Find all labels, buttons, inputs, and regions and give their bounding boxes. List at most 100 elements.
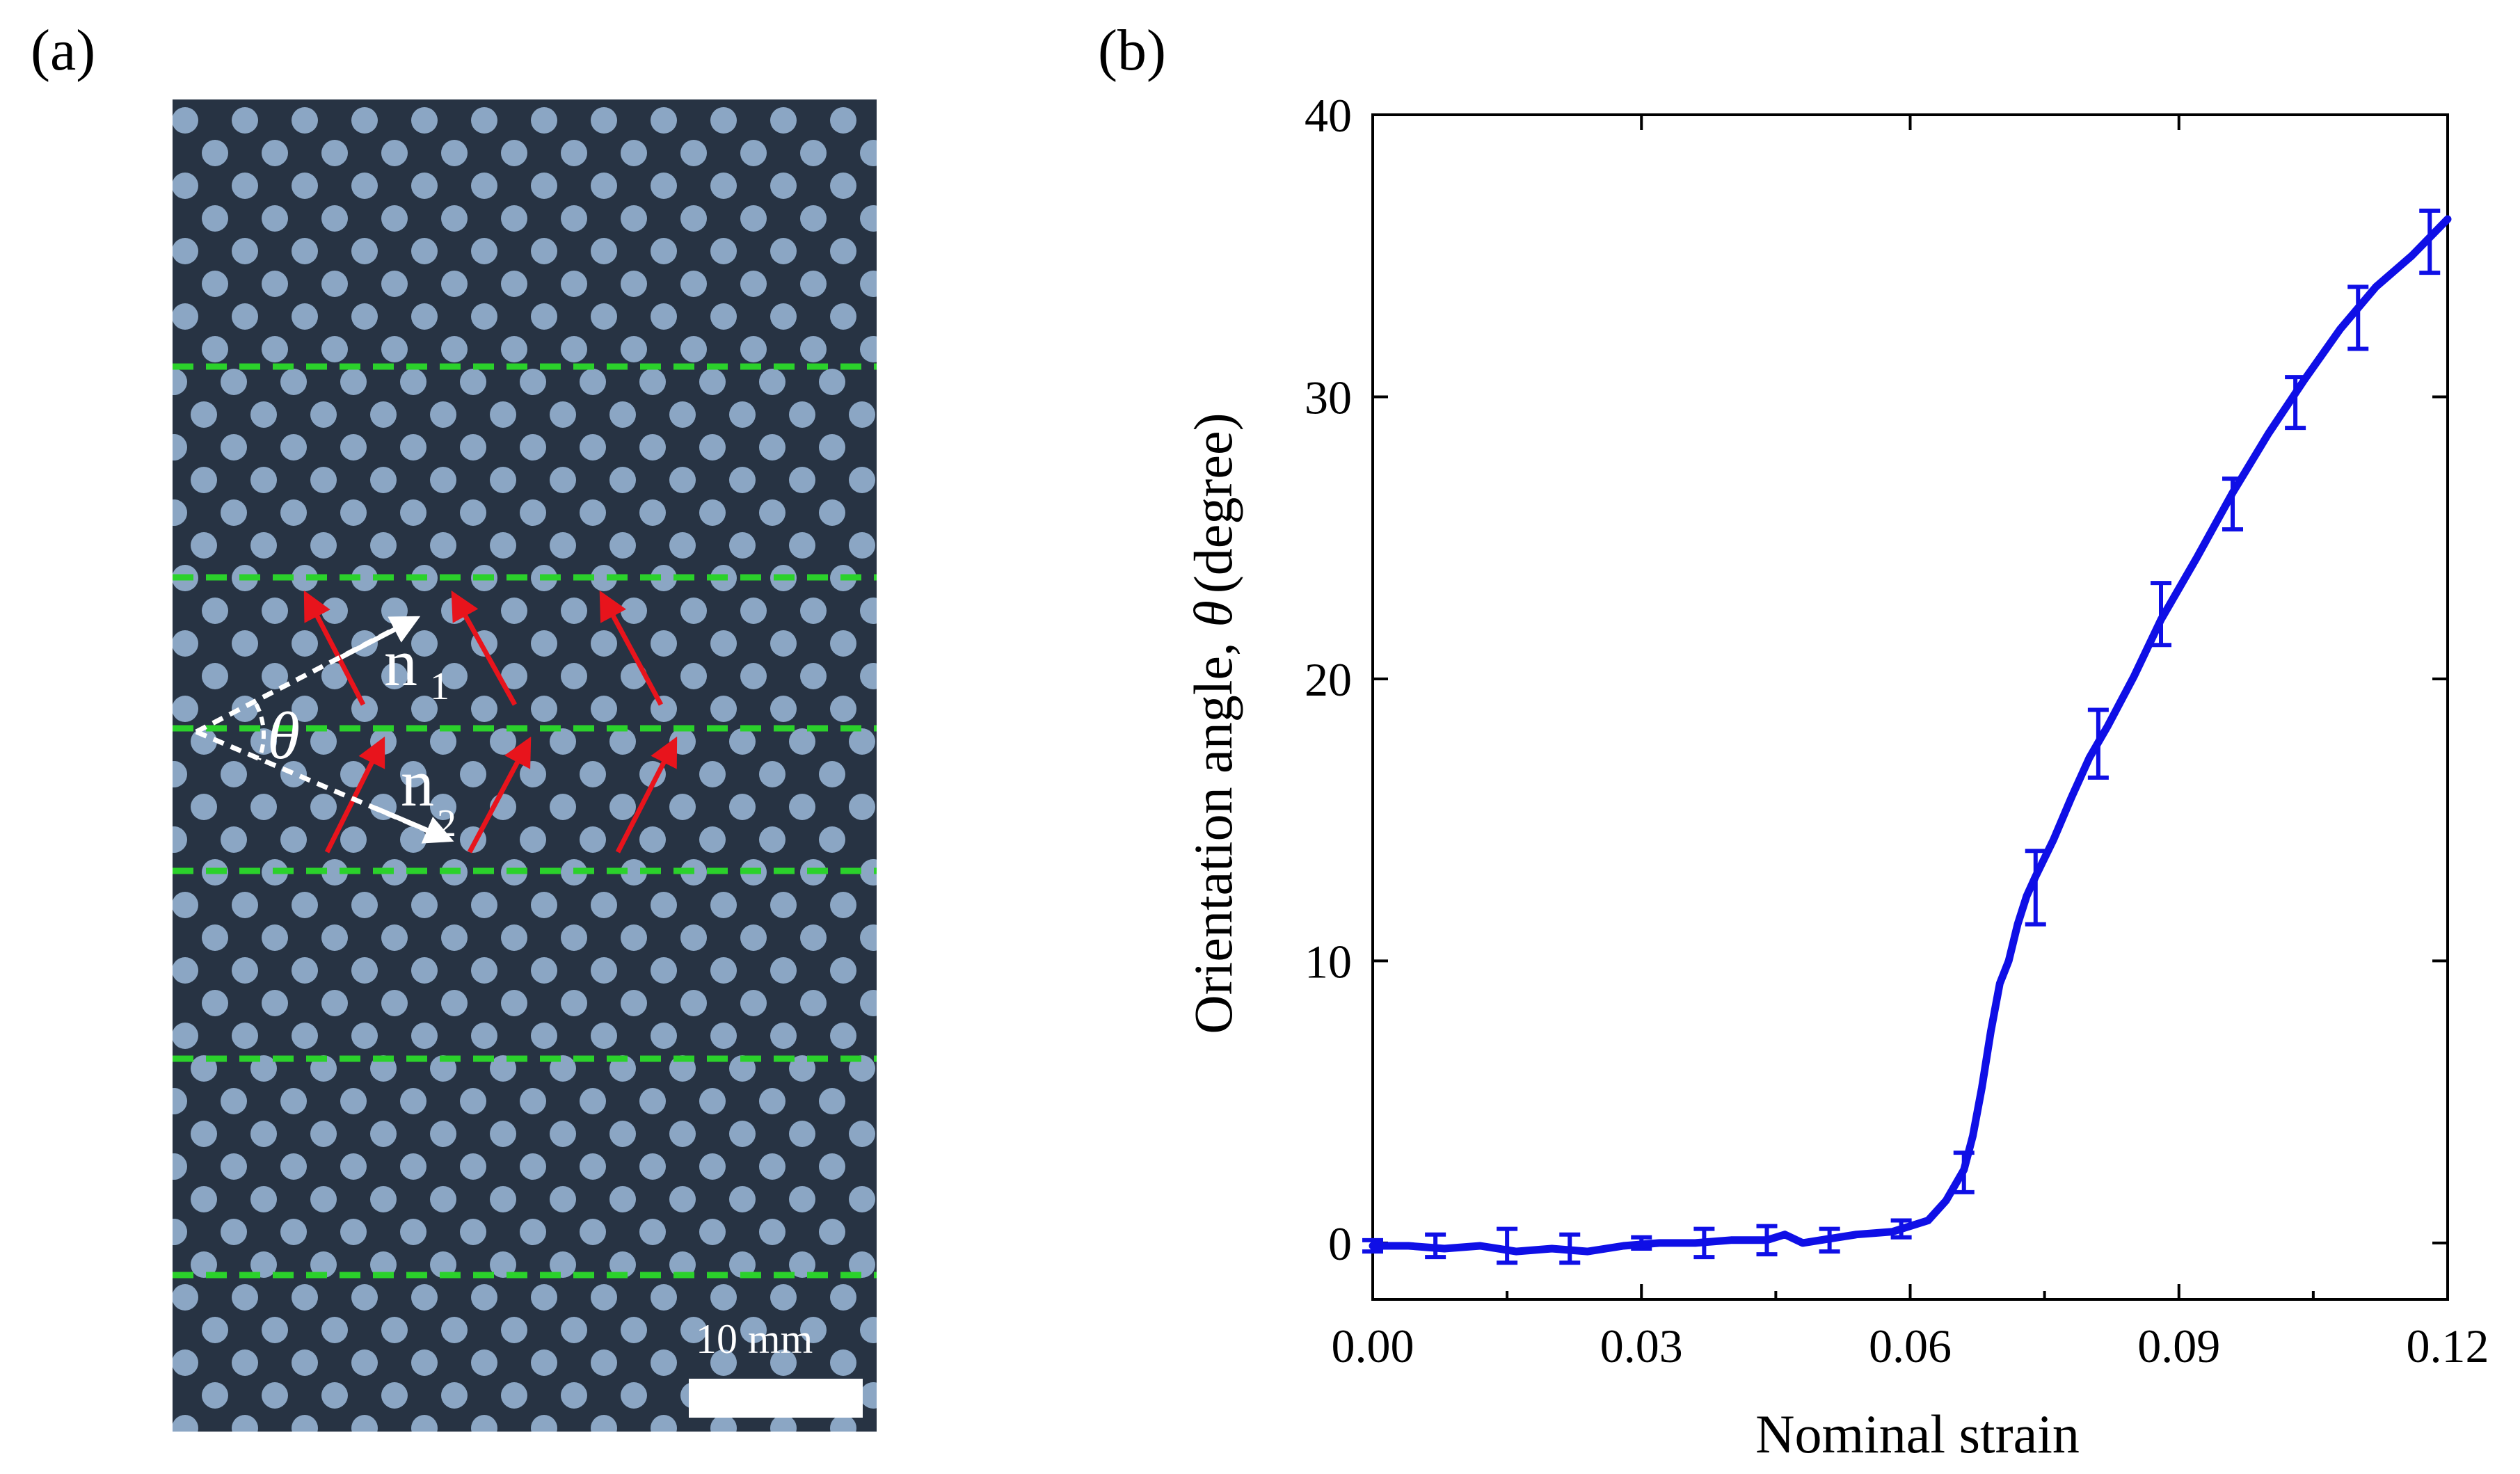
particle-dot — [173, 957, 198, 984]
particle-dot — [310, 794, 337, 820]
particle-dot — [262, 271, 288, 297]
particle-dot — [639, 369, 666, 395]
particle-dot — [173, 630, 198, 657]
particle-dot — [351, 1023, 378, 1049]
particle-dot — [351, 696, 378, 722]
particle-dot — [471, 1349, 497, 1376]
particle-dot — [173, 696, 198, 722]
particle-dot — [310, 532, 337, 559]
particle-dot — [531, 696, 557, 722]
particle-dot — [430, 1186, 456, 1212]
particle-dot — [561, 271, 587, 297]
particle-dot — [609, 794, 636, 820]
particle-dot — [849, 1186, 875, 1212]
particle-dot — [262, 336, 288, 362]
particle-dot — [441, 663, 468, 689]
particle-dot — [651, 1349, 677, 1376]
particle-dot — [340, 1153, 367, 1180]
particle-dot — [321, 1317, 348, 1343]
particle-dot — [471, 957, 497, 984]
particle-dot — [580, 369, 606, 395]
particle-dot — [729, 532, 756, 559]
y-axis-title-prefix: Orientation angle, — [1183, 642, 1243, 1034]
particle-dot — [531, 303, 557, 330]
x-tick-label: 0.09 — [2137, 1320, 2220, 1372]
particle-dot — [819, 434, 845, 460]
particle-dot — [221, 1153, 247, 1180]
particle-dot — [501, 990, 527, 1016]
particle-dot — [501, 1382, 527, 1409]
particle-dot — [280, 761, 307, 787]
particle-dot — [699, 761, 726, 787]
particle-dot — [280, 1088, 307, 1114]
particle-dot — [400, 434, 426, 460]
particle-dot — [621, 140, 647, 166]
particle-dot — [740, 598, 767, 624]
particle-dot — [173, 1219, 187, 1245]
particle-dot — [173, 1284, 198, 1311]
particle-dot — [321, 663, 348, 689]
particle-dot — [430, 794, 456, 820]
particle-dot — [699, 499, 726, 526]
particle-dot — [699, 1219, 726, 1245]
particle-dot — [561, 1382, 587, 1409]
orientation-angle-line — [1369, 215, 2452, 1256]
particle-dot — [860, 271, 877, 297]
orientation-arrow — [324, 736, 385, 854]
particle-dot — [680, 598, 707, 624]
particle-dot — [550, 467, 576, 493]
particle-dot — [531, 957, 557, 984]
particle-dot — [580, 1088, 606, 1114]
particle-dot — [232, 957, 258, 984]
particle-dot — [411, 957, 438, 984]
particle-dot — [550, 1186, 576, 1212]
particle-dot — [411, 1415, 438, 1432]
particle-dot — [621, 598, 647, 624]
scale-bar-label: 10 mm — [696, 1316, 813, 1362]
particle-dot — [639, 1153, 666, 1180]
particle-dot — [460, 369, 486, 395]
particle-dot — [770, 1349, 797, 1376]
particle-dot — [531, 1284, 557, 1311]
particle-dot — [262, 205, 288, 232]
particle-dot — [800, 336, 827, 362]
particle-dot — [471, 1284, 497, 1311]
particle-dot — [310, 467, 337, 493]
particle-dot — [501, 598, 527, 624]
particle-dot — [591, 1349, 617, 1376]
particle-dot — [351, 107, 378, 134]
particle-dot — [232, 1284, 258, 1311]
particle-dot — [729, 1121, 756, 1147]
particle-dot — [860, 859, 877, 886]
particle-dot — [621, 1382, 647, 1409]
particle-dot — [860, 663, 877, 689]
particle-dot — [740, 140, 767, 166]
particle-dot — [471, 238, 497, 264]
particle-dot — [250, 467, 277, 493]
particle-dot — [490, 1251, 516, 1278]
particle-dot — [830, 107, 856, 134]
particle-dot — [849, 401, 875, 428]
particle-dot — [591, 957, 617, 984]
particle-dot — [411, 892, 438, 918]
particle-dot — [819, 1088, 845, 1114]
particle-dot — [280, 826, 307, 853]
particle-dot — [400, 1219, 426, 1245]
particle-dot — [860, 336, 877, 362]
particle-dot — [621, 1317, 647, 1343]
particle-dot — [173, 761, 187, 787]
particle-dot — [770, 1284, 797, 1311]
particle-dot — [292, 303, 318, 330]
orientation-arrows — [303, 590, 678, 854]
particle-dot — [531, 892, 557, 918]
particle-dot — [173, 826, 187, 853]
particle-dot — [651, 107, 677, 134]
particle-dot — [849, 532, 875, 559]
particle-dot — [351, 238, 378, 264]
particle-dot — [830, 892, 856, 918]
particle-dot — [191, 532, 217, 559]
particle-dot — [669, 467, 696, 493]
particle-dot — [430, 532, 456, 559]
particle-dot — [609, 728, 636, 755]
particle-dot — [173, 1088, 187, 1114]
